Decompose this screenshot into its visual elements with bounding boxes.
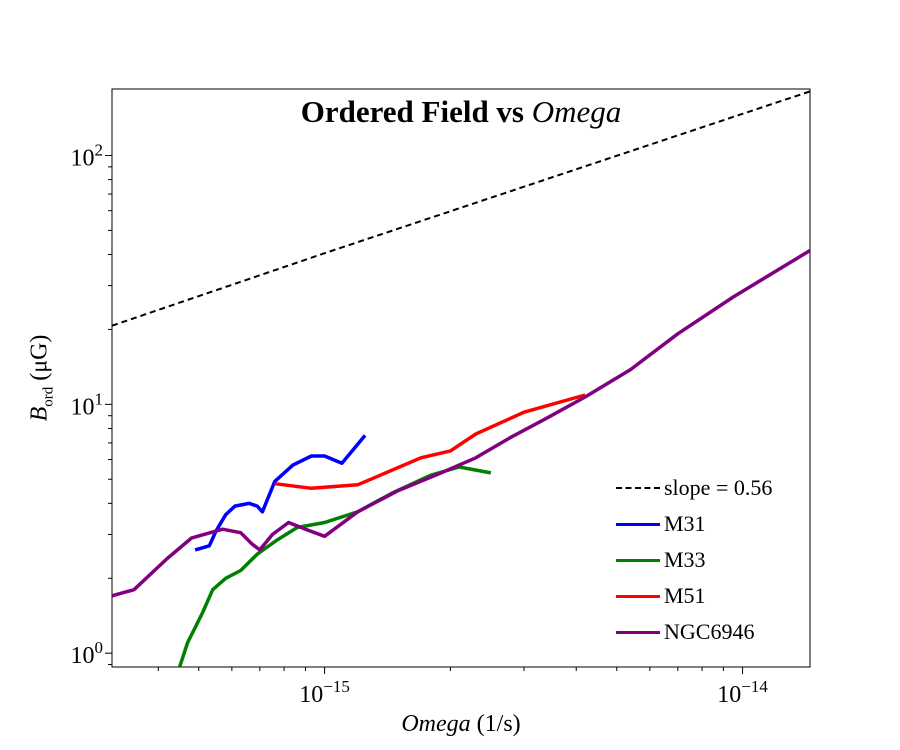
legend-label-m33: M33 xyxy=(664,547,706,572)
series-slope-line xyxy=(112,90,810,327)
series-m31 xyxy=(194,434,367,552)
legend-swatch-m33 xyxy=(616,558,660,562)
legend-item-slope: slope = 0.56 xyxy=(616,470,772,506)
series-line-m51 xyxy=(274,393,586,491)
series-line-slope xyxy=(112,90,810,327)
series-ngc6946 xyxy=(112,249,810,598)
legend-item-m33: M33 xyxy=(616,542,772,578)
y-axis-label-unit: (μG) xyxy=(26,334,53,381)
x-axis-label-name: Omega xyxy=(401,711,471,737)
legend-item-ngc6946: NGC6946 xyxy=(616,614,772,650)
legend-label-slope: slope = 0.56 xyxy=(664,475,773,500)
legend-swatch-slope xyxy=(616,487,660,489)
series-m51 xyxy=(274,393,586,491)
plot-frame xyxy=(111,88,811,668)
x-axis-label-unit: (1/s) xyxy=(476,711,521,737)
chart-title-italic: Omega xyxy=(531,94,622,129)
legend-swatch-m31 xyxy=(616,522,660,526)
chart-title: Ordered Field vs Omega xyxy=(112,94,810,130)
x-axis-label: Omega (1/s) xyxy=(112,711,810,738)
series-line-m31 xyxy=(194,434,367,552)
chart-title-main: Ordered Field vs xyxy=(300,94,524,129)
x-tick-label: 10−14 xyxy=(717,677,768,708)
legend-label-m51: M51 xyxy=(664,583,706,608)
y-axis-label-symbol: B xyxy=(26,406,53,422)
series-line-m33 xyxy=(177,465,492,667)
series-line-ngc6946 xyxy=(112,249,810,598)
legend-swatch-ngc6946 xyxy=(616,630,660,634)
legend-item-m31: M31 xyxy=(616,506,772,542)
legend: slope = 0.56 M31 M33 M51 NGC6946 xyxy=(616,470,772,650)
legend-swatch-m51 xyxy=(616,594,660,598)
series-m33 xyxy=(177,465,492,667)
legend-label-ngc6946: NGC6946 xyxy=(664,619,755,644)
legend-item-m51: M51 xyxy=(616,578,772,614)
y-tick-label: 100 xyxy=(71,638,104,669)
y-tick-label: 101 xyxy=(71,389,104,420)
y-tick-label: 102 xyxy=(71,140,104,171)
y-axis-label-subscript: ord xyxy=(40,386,57,407)
legend-label-m31: M31 xyxy=(664,511,706,536)
x-tick-label: 10−15 xyxy=(299,677,350,708)
